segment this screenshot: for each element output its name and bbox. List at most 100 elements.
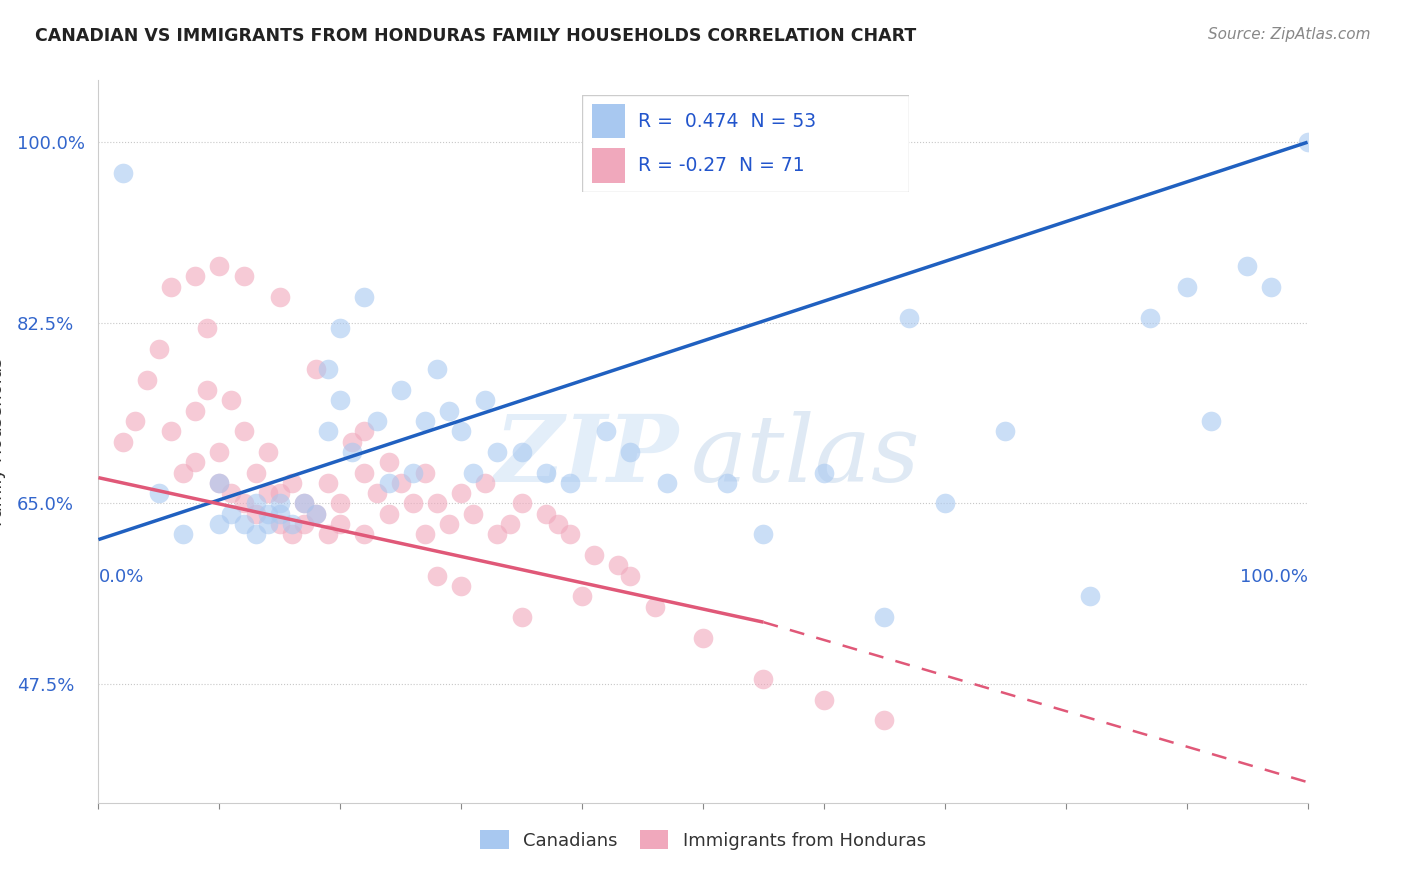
Point bbox=[426, 496, 449, 510]
Point bbox=[256, 517, 278, 532]
Point bbox=[124, 414, 146, 428]
Point bbox=[221, 486, 243, 500]
Point bbox=[353, 466, 375, 480]
Point bbox=[437, 403, 460, 417]
Point bbox=[342, 445, 364, 459]
Point bbox=[692, 631, 714, 645]
Point bbox=[148, 342, 170, 356]
Point bbox=[474, 393, 496, 408]
Text: Source: ZipAtlas.com: Source: ZipAtlas.com bbox=[1208, 27, 1371, 42]
Point bbox=[160, 424, 183, 438]
Point bbox=[329, 517, 352, 532]
Point bbox=[353, 527, 375, 541]
Text: ZIP: ZIP bbox=[495, 411, 679, 501]
Point bbox=[366, 486, 388, 500]
Point bbox=[172, 527, 194, 541]
Text: CANADIAN VS IMMIGRANTS FROM HONDURAS FAMILY HOUSEHOLDS CORRELATION CHART: CANADIAN VS IMMIGRANTS FROM HONDURAS FAM… bbox=[35, 27, 917, 45]
Point bbox=[873, 610, 896, 624]
Point bbox=[316, 362, 339, 376]
Point bbox=[342, 434, 364, 449]
Point bbox=[1139, 310, 1161, 325]
Point bbox=[148, 486, 170, 500]
Point bbox=[510, 610, 533, 624]
Text: 100.0%: 100.0% bbox=[1240, 568, 1308, 586]
Point bbox=[245, 527, 267, 541]
Point bbox=[269, 486, 291, 500]
Point bbox=[184, 269, 207, 284]
Point bbox=[1236, 259, 1258, 273]
Point bbox=[269, 290, 291, 304]
Point bbox=[172, 466, 194, 480]
Point bbox=[208, 517, 231, 532]
Point bbox=[752, 527, 775, 541]
Point bbox=[583, 548, 606, 562]
Point bbox=[256, 507, 278, 521]
Point bbox=[221, 507, 243, 521]
Point bbox=[426, 362, 449, 376]
Point bbox=[292, 517, 315, 532]
Point bbox=[329, 321, 352, 335]
Point bbox=[873, 713, 896, 727]
Point bbox=[402, 496, 425, 510]
Point bbox=[413, 414, 436, 428]
Point bbox=[463, 507, 485, 521]
Point bbox=[813, 692, 835, 706]
Point bbox=[292, 496, 315, 510]
Point bbox=[595, 424, 617, 438]
Point bbox=[184, 455, 207, 469]
Point bbox=[389, 475, 412, 490]
Point bbox=[353, 424, 375, 438]
Point bbox=[377, 455, 399, 469]
Point bbox=[619, 445, 641, 459]
Point bbox=[934, 496, 956, 510]
Point bbox=[1175, 279, 1198, 293]
Point bbox=[305, 362, 328, 376]
Point bbox=[426, 568, 449, 582]
Point bbox=[994, 424, 1017, 438]
Point bbox=[111, 434, 134, 449]
Point bbox=[245, 507, 267, 521]
Point bbox=[474, 475, 496, 490]
Point bbox=[245, 496, 267, 510]
Point bbox=[450, 424, 472, 438]
Point bbox=[558, 475, 581, 490]
Point bbox=[208, 475, 231, 490]
Point bbox=[329, 393, 352, 408]
Point bbox=[281, 527, 304, 541]
Point bbox=[316, 475, 339, 490]
Point bbox=[437, 517, 460, 532]
Point bbox=[413, 466, 436, 480]
Text: 0.0%: 0.0% bbox=[98, 568, 143, 586]
Point bbox=[269, 517, 291, 532]
Point bbox=[232, 517, 254, 532]
Point bbox=[221, 393, 243, 408]
Point bbox=[160, 279, 183, 293]
Point bbox=[232, 496, 254, 510]
Point bbox=[607, 558, 630, 573]
Point bbox=[402, 466, 425, 480]
Y-axis label: Family Households: Family Households bbox=[0, 358, 6, 525]
Point bbox=[232, 424, 254, 438]
Point bbox=[450, 579, 472, 593]
Point bbox=[256, 486, 278, 500]
Point bbox=[1078, 590, 1101, 604]
Point bbox=[547, 517, 569, 532]
Point bbox=[897, 310, 920, 325]
Point bbox=[558, 527, 581, 541]
Point bbox=[655, 475, 678, 490]
Text: atlas: atlas bbox=[690, 411, 921, 501]
Point bbox=[1199, 414, 1222, 428]
Point bbox=[534, 466, 557, 480]
Point bbox=[644, 599, 666, 614]
Point bbox=[510, 445, 533, 459]
Point bbox=[269, 507, 291, 521]
Point bbox=[208, 475, 231, 490]
Point bbox=[281, 475, 304, 490]
Point bbox=[752, 672, 775, 686]
Point bbox=[1296, 135, 1319, 149]
Point bbox=[256, 445, 278, 459]
Point bbox=[316, 527, 339, 541]
Point bbox=[269, 496, 291, 510]
Point bbox=[195, 383, 218, 397]
Point bbox=[450, 486, 472, 500]
